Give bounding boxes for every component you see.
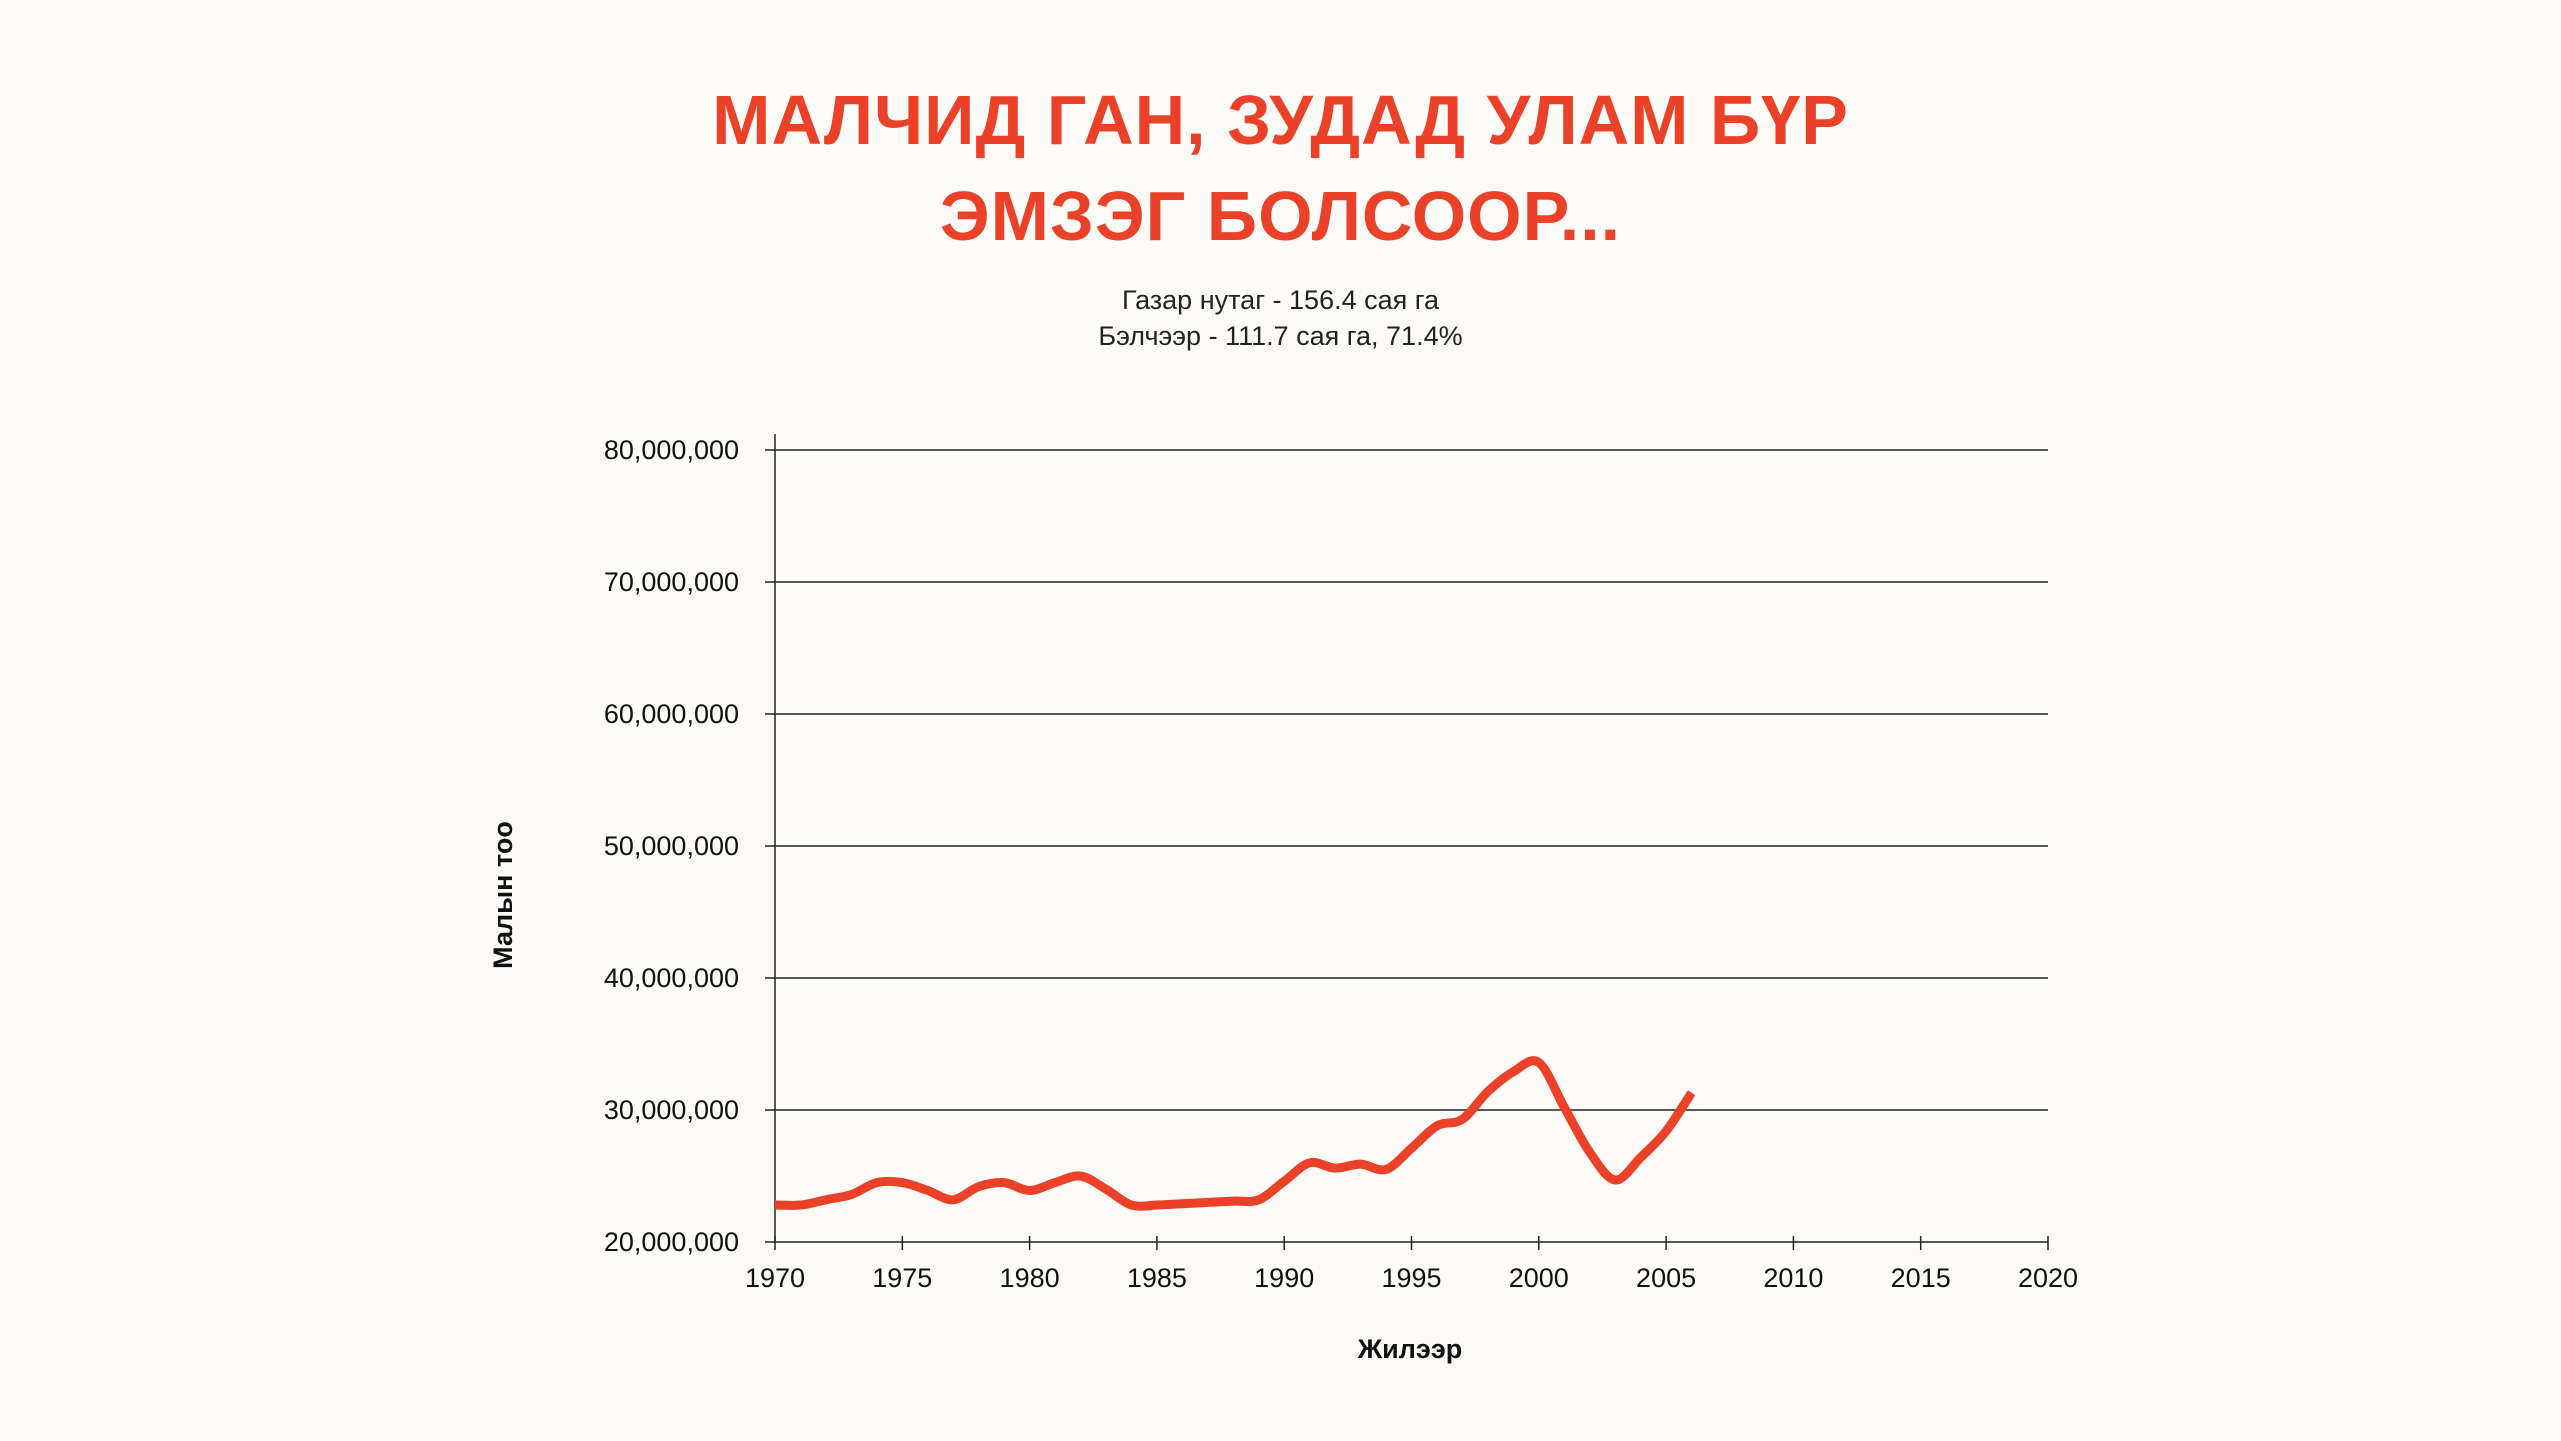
series-line <box>774 1056 1696 1211</box>
x-tick-label: 2015 <box>1891 1263 1951 1293</box>
axis-layer: 20,000,000 30,000,000 40,000,000 50,000,000… <box>604 434 2078 1293</box>
y-tick-label: 30,000,000 <box>604 1095 739 1125</box>
x-tick-label: 1990 <box>1254 1263 1314 1293</box>
x-tick-label: 2005 <box>1636 1263 1696 1293</box>
y-tick-label: 70,000,000 <box>604 567 739 597</box>
x-tick-label: 1985 <box>1127 1263 1187 1293</box>
x-tick-label: 2010 <box>1763 1263 1823 1293</box>
y-tick-label: 80,000,000 <box>604 435 739 465</box>
x-tick-label: 1970 <box>745 1263 805 1293</box>
y-tick-label: 20,000,000 <box>604 1227 739 1257</box>
subtitle-line-1: Газар нутаг - 156.4 сая га <box>1121 285 1440 315</box>
y-tick-label: 50,000,000 <box>604 831 739 861</box>
x-tick-label: 2020 <box>2018 1263 2078 1293</box>
x-tick-label: 2000 <box>1509 1263 1569 1293</box>
page-title: МАЛЧИД ГАН, ЗУДАД УЛАМ БҮР ЭМЗЭГ БОЛСООР… <box>0 72 2561 264</box>
series-layer <box>774 1056 1696 1211</box>
subtitle: Газар нутаг - 156.4 сая га Бэлчээр - 111… <box>0 282 2561 354</box>
x-tick-label: 1975 <box>872 1263 932 1293</box>
x-tick-label: 1995 <box>1381 1263 1441 1293</box>
title-line-1: МАЛЧИД ГАН, ЗУДАД УЛАМ БҮР <box>712 81 1849 159</box>
y-tick-label: 40,000,000 <box>604 963 739 993</box>
subtitle-line-2: Бэлчээр - 111.7 сая га, 71.4% <box>1098 321 1463 351</box>
x-tick-label: 1980 <box>1000 1263 1060 1293</box>
y-tick-label: 60,000,000 <box>604 699 739 729</box>
y-axis-title: Малын тоо <box>488 821 518 969</box>
title-line-2: ЭМЗЭГ БОЛСООР... <box>939 177 1622 255</box>
grid-layer <box>765 449 2048 1243</box>
x-axis-title: Жилээр <box>1357 1334 1462 1364</box>
